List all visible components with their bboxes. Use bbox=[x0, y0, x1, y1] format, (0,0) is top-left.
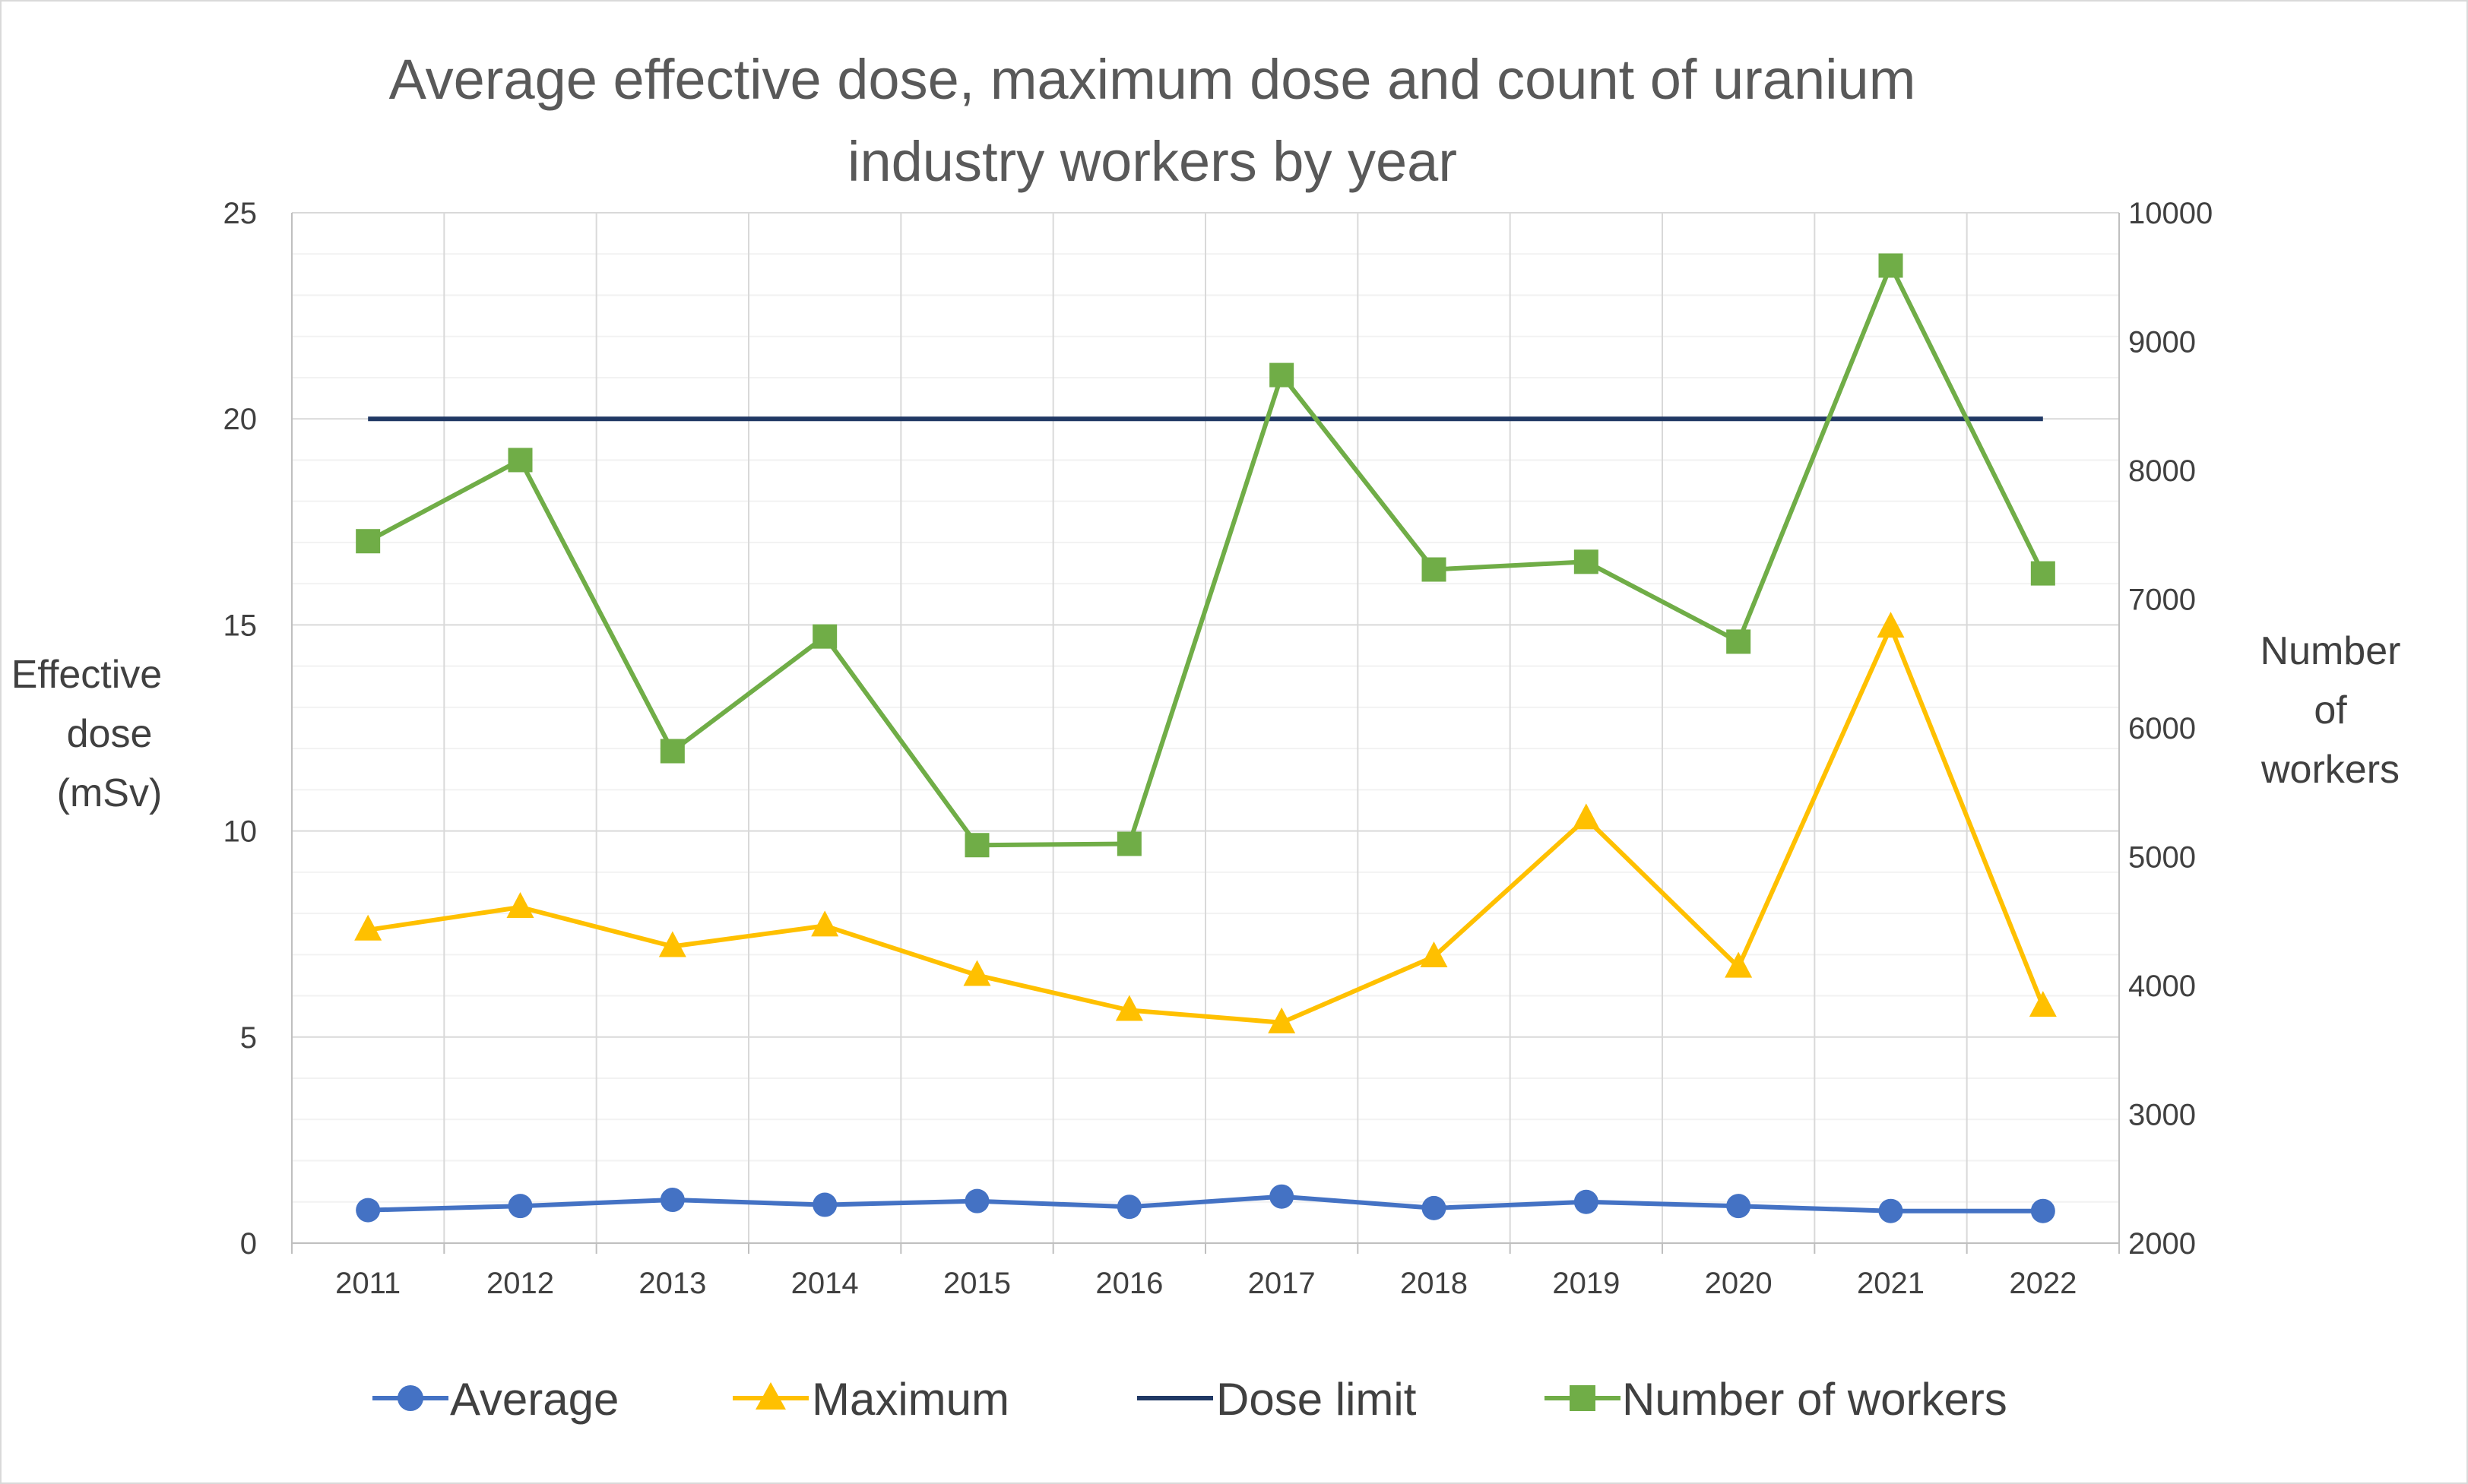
point-maximum bbox=[506, 891, 534, 918]
point-number-of-workers bbox=[1726, 629, 1751, 654]
point-number-of-workers bbox=[1421, 557, 1446, 582]
point-number-of-workers bbox=[508, 448, 533, 473]
point-number-of-workers bbox=[2030, 561, 2055, 586]
point-average bbox=[660, 1188, 685, 1213]
left-tick-label: 15 bbox=[223, 609, 258, 642]
point-maximum bbox=[354, 914, 382, 941]
legend-average-marker bbox=[398, 1385, 423, 1411]
left-tick-label: 0 bbox=[240, 1227, 257, 1261]
x-tick-label: 2016 bbox=[1095, 1267, 1163, 1300]
left-tick-label: 25 bbox=[223, 197, 258, 230]
point-maximum bbox=[811, 910, 839, 937]
left-tick-label: 5 bbox=[240, 1021, 257, 1055]
point-average bbox=[813, 1192, 838, 1217]
point-average bbox=[1421, 1195, 1446, 1220]
x-tick-label: 2015 bbox=[943, 1267, 1011, 1300]
chart-title-line-2: industry workers by year bbox=[847, 130, 1457, 193]
right-tick-label: 10000 bbox=[2128, 197, 2213, 230]
series-line-maximum bbox=[367, 625, 2045, 1025]
point-number-of-workers bbox=[356, 529, 381, 554]
left-axis-title-line-2: dose bbox=[67, 712, 153, 756]
point-average bbox=[1726, 1194, 1751, 1219]
legend-workers-marker bbox=[1570, 1385, 1595, 1411]
point-number-of-workers bbox=[1878, 253, 1903, 278]
right-axis-title-line-3: workers bbox=[2260, 748, 2400, 792]
legend-maximum-marker bbox=[756, 1382, 786, 1410]
legend-dose-limit-label: Dose limit bbox=[1216, 1374, 1417, 1425]
legend-average-label: Average bbox=[450, 1374, 619, 1425]
x-axis-ticks: 2011 2012 2013 2014 2015 2016 2017 2018 2019 2020… bbox=[335, 1267, 2077, 1300]
right-tick-label: 3000 bbox=[2128, 1099, 2196, 1132]
right-tick-label: 8000 bbox=[2128, 454, 2196, 488]
series-maximum bbox=[354, 612, 2057, 1033]
right-axis-title-line-1: Number bbox=[2260, 629, 2401, 673]
point-average bbox=[508, 1194, 533, 1219]
right-tick-label: 7000 bbox=[2128, 584, 2196, 617]
point-maximum bbox=[1268, 1007, 1296, 1033]
point-maximum bbox=[658, 931, 686, 957]
chart-title-line-1: Average effective dose, maximum dose and… bbox=[389, 48, 1916, 111]
left-axis-title-line-3: (mSv) bbox=[57, 771, 163, 815]
point-number-of-workers bbox=[813, 624, 838, 649]
point-average bbox=[965, 1188, 990, 1213]
right-tick-label: 6000 bbox=[2128, 712, 2196, 745]
point-number-of-workers bbox=[1269, 362, 1294, 388]
x-tick-label: 2013 bbox=[638, 1267, 706, 1300]
point-number-of-workers bbox=[1573, 549, 1598, 574]
point-average bbox=[1269, 1184, 1294, 1209]
point-maximum bbox=[1420, 941, 1448, 968]
legend: Average Maximum Dose limit Number of wor… bbox=[372, 1374, 2007, 1425]
x-tick-label: 2014 bbox=[791, 1267, 859, 1300]
point-maximum bbox=[1572, 803, 1600, 830]
right-axis-ticks: 2000 3000 4000 5000 6000 7000 8000 9000 10000 bbox=[2128, 197, 2213, 1261]
point-number-of-workers bbox=[965, 833, 990, 858]
x-tick-label: 2019 bbox=[1552, 1267, 1620, 1300]
left-axis-title-line-1: Effective bbox=[11, 653, 162, 697]
gridlines bbox=[291, 212, 2120, 1254]
point-maximum bbox=[1725, 951, 1753, 978]
x-tick-label: 2012 bbox=[486, 1267, 554, 1300]
point-average bbox=[2030, 1198, 2055, 1223]
series-line-number-of-workers bbox=[366, 263, 2045, 848]
series-number-of-workers bbox=[356, 253, 2055, 858]
x-tick-label: 2021 bbox=[1857, 1267, 1925, 1300]
point-average bbox=[1573, 1189, 1598, 1214]
point-number-of-workers bbox=[660, 739, 685, 764]
point-maximum bbox=[963, 960, 991, 986]
left-axis-ticks: 0 5 10 15 20 25 bbox=[223, 197, 258, 1261]
point-average bbox=[356, 1198, 381, 1223]
x-tick-label: 2022 bbox=[2009, 1267, 2077, 1300]
right-tick-label: 4000 bbox=[2128, 970, 2196, 1003]
point-maximum bbox=[2029, 991, 2057, 1017]
point-maximum bbox=[1115, 995, 1143, 1021]
legend-workers-label: Number of workers bbox=[1622, 1374, 2007, 1425]
x-tick-label: 2017 bbox=[1248, 1267, 1316, 1300]
right-tick-label: 5000 bbox=[2128, 841, 2196, 875]
legend-maximum-label: Maximum bbox=[812, 1374, 1009, 1425]
point-number-of-workers bbox=[1117, 831, 1142, 856]
point-average bbox=[1878, 1198, 1903, 1223]
point-average bbox=[1117, 1194, 1142, 1220]
right-tick-label: 2000 bbox=[2128, 1227, 2196, 1261]
point-maximum bbox=[1877, 612, 1905, 638]
left-tick-label: 10 bbox=[223, 815, 258, 849]
right-tick-label: 9000 bbox=[2128, 326, 2196, 359]
series-line-average bbox=[368, 1194, 2043, 1213]
x-tick-label: 2018 bbox=[1400, 1267, 1468, 1300]
x-tick-label: 2020 bbox=[1705, 1267, 1773, 1300]
right-axis-title-line-2: of bbox=[2314, 688, 2347, 733]
left-tick-label: 20 bbox=[223, 403, 258, 436]
series-average bbox=[356, 1184, 2055, 1223]
series-layer bbox=[354, 253, 2057, 1223]
x-tick-label: 2011 bbox=[335, 1267, 401, 1300]
